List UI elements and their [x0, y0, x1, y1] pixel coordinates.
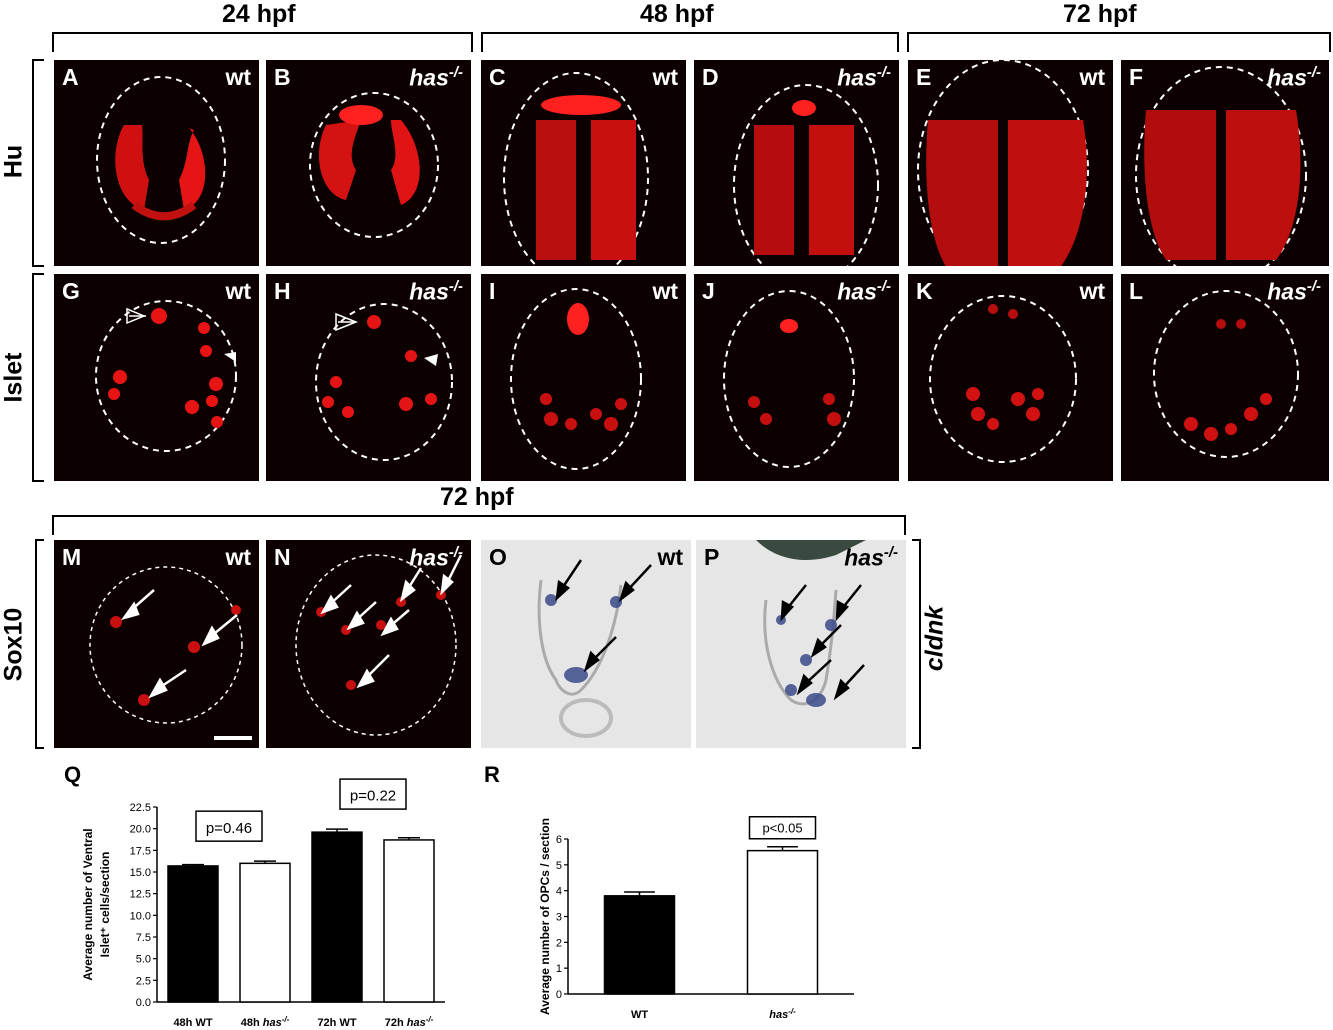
bar — [383, 839, 435, 1003]
panel-letter-q: Q — [64, 762, 82, 787]
panel-genotype: wt — [225, 278, 251, 304]
panel-letter: B — [274, 64, 291, 90]
panel-genotype: has-/- — [409, 544, 463, 571]
panel-genotype: wt — [1079, 64, 1105, 90]
panel-genotype: wt — [1079, 278, 1105, 304]
y-tick-label: 0.0 — [136, 997, 151, 1009]
panel-letter: G — [62, 278, 80, 304]
y-tick-label: 7.5 — [136, 932, 151, 944]
x-tick-label: 48h WT — [173, 1017, 212, 1029]
panel-f: F has-/- — [1121, 60, 1329, 266]
panel-letter: H — [274, 278, 291, 304]
y-tick-label: 6 — [556, 834, 562, 846]
panel-l: L has-/- — [1121, 274, 1329, 481]
y-tick-label: 5.0 — [136, 954, 151, 966]
panel-letter: F — [1129, 64, 1144, 90]
p-value-box — [195, 810, 263, 842]
panel-letter: D — [702, 64, 719, 90]
y-tick-label: 5 — [556, 860, 562, 872]
panel-p: P has-/- — [696, 540, 906, 748]
panel-genotype: wt — [652, 278, 678, 304]
x-tick-label: has-/- — [769, 1007, 796, 1021]
y-tick-label: 2.5 — [136, 975, 151, 987]
panel-genotype: has-/- — [837, 64, 891, 91]
panel-letter: N — [274, 544, 291, 570]
panel-c: C wt — [481, 60, 686, 266]
y-tick-label: 15.0 — [130, 867, 151, 879]
p-value-box — [748, 816, 817, 840]
y-tick-label: 0 — [556, 989, 562, 1001]
panel-letter: P — [704, 544, 720, 570]
header-72hpf: 72 hpf — [1063, 0, 1137, 28]
panel-genotype: wt — [652, 64, 678, 90]
p-value-label: p=0.22 — [350, 788, 396, 805]
x-tick-label: 72h has-/- — [385, 1015, 434, 1029]
bar — [167, 865, 219, 1003]
y-tick-label: 20.0 — [130, 824, 151, 836]
panel-genotype: wt — [225, 64, 251, 90]
panel-letter: I — [489, 278, 496, 304]
x-tick-label: WT — [631, 1009, 648, 1021]
bar — [746, 849, 819, 995]
panel-letter: L — [1129, 278, 1144, 304]
panel-letter: E — [916, 64, 932, 90]
panel-n: N has-/- — [266, 540, 471, 748]
panel-m: M wt — [54, 540, 259, 748]
panel-letter: A — [62, 64, 79, 90]
panel-letter: M — [62, 544, 82, 570]
header-72hpf-lower: 72 hpf — [440, 483, 514, 511]
panel-letter: O — [489, 544, 507, 570]
panel-letter: C — [489, 64, 506, 90]
p-value-label: p<0.05 — [762, 821, 802, 836]
y-tick-label: 17.5 — [130, 845, 151, 857]
panel-i: I wt — [481, 274, 686, 481]
panel-genotype: has-/- — [409, 64, 463, 91]
bar — [603, 895, 676, 995]
header-48hpf: 48 hpf — [640, 0, 714, 28]
panel-k: K wt — [908, 274, 1113, 481]
panel-letter: K — [916, 278, 933, 304]
x-tick-label: 72h WT — [317, 1017, 356, 1029]
y-axis-label: Average number of Ventral Islet⁺ cells/se… — [81, 828, 112, 980]
bar — [311, 831, 363, 1003]
bar — [239, 862, 291, 1003]
x-tick-label: 48h has-/- — [241, 1015, 290, 1029]
y-tick-label: 12.5 — [130, 889, 151, 901]
header-24hpf: 24 hpf — [222, 0, 296, 28]
panel-o: O wt — [481, 540, 691, 748]
panel-genotype: has-/- — [844, 544, 898, 571]
panel-j: J has-/- — [694, 274, 899, 481]
y-tick-label: 4 — [556, 886, 562, 898]
y-tick-label: 10.0 — [130, 910, 151, 922]
panel-g: G wt — [54, 274, 259, 481]
panel-a: A wt — [54, 60, 259, 266]
p-value-box — [339, 778, 407, 810]
panel-d: D has-/- — [694, 60, 899, 266]
panel-genotype: wt — [657, 544, 683, 570]
panel-letter: J — [702, 278, 715, 304]
y-tick-label: 22.5 — [130, 802, 151, 814]
panel-letter-r: R — [484, 762, 500, 787]
y-tick-label: 3 — [556, 912, 562, 924]
panel-genotype: has-/- — [837, 278, 891, 305]
panel-b: B has-/- — [266, 60, 471, 266]
panel-h: H has-/- — [266, 274, 471, 481]
y-tick-label: 2 — [556, 937, 562, 949]
y-axis-label: Average number of OPCs / section — [538, 818, 552, 1015]
panel-genotype: wt — [225, 544, 251, 570]
p-value-label: p=0.46 — [206, 820, 252, 837]
panel-genotype: has-/- — [409, 278, 463, 305]
panel-genotype: has-/- — [1267, 278, 1321, 305]
panel-genotype: has-/- — [1267, 64, 1321, 91]
panel-e: E wt — [908, 60, 1113, 266]
y-tick-label: 1 — [556, 963, 562, 975]
